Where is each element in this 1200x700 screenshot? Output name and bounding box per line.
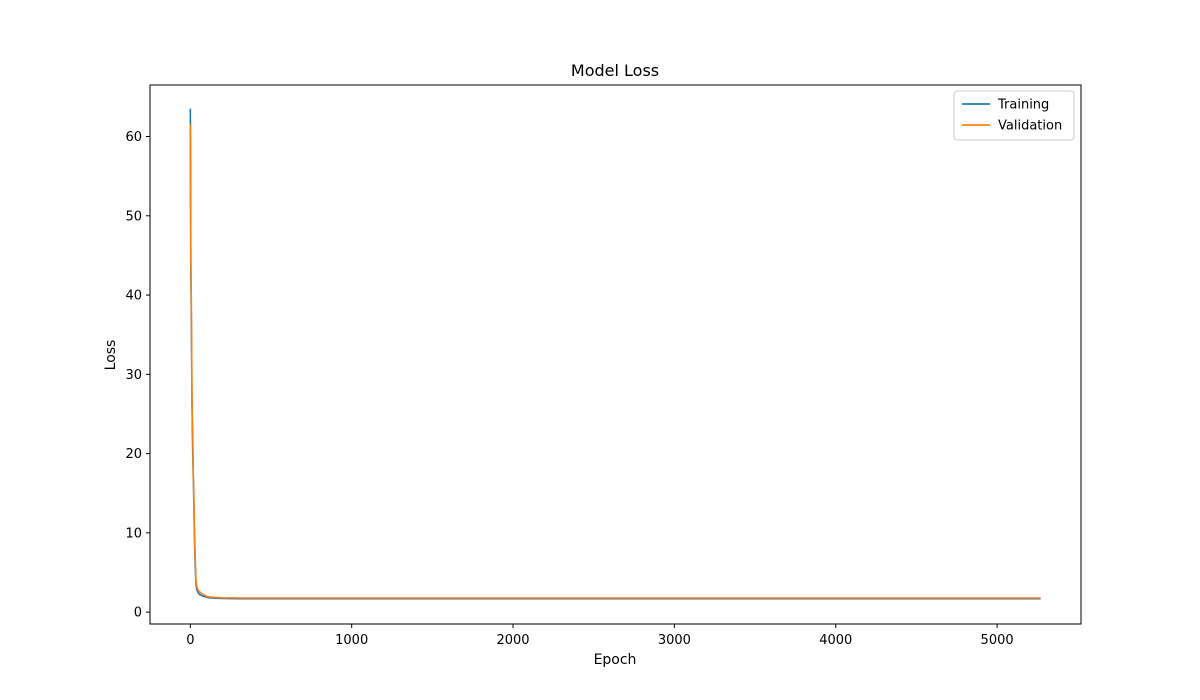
legend-label: Training [997, 98, 1049, 113]
y-tick-label: 30 [125, 368, 142, 383]
x-tick-label: 0 [186, 633, 194, 648]
series-line-training [189, 108, 1041, 600]
x-axis: 0 1000 2000 3000 4000 5000 [186, 624, 1014, 648]
x-tick-label: 4000 [819, 633, 852, 648]
y-axis: 0 10 20 30 40 50 60 [125, 130, 150, 621]
plot-area [149, 84, 1082, 625]
y-tick-label: 10 [125, 526, 142, 541]
chart-title: Model Loss [571, 61, 659, 80]
y-tick-label: 20 [125, 447, 142, 462]
y-axis-label: Loss [103, 340, 119, 371]
legend: Training Validation [953, 90, 1075, 141]
y-tick-label: 50 [125, 209, 142, 224]
legend-label: Validation [998, 119, 1062, 134]
x-tick-label: 1000 [335, 633, 368, 648]
x-tick-label: 2000 [496, 633, 529, 648]
x-tick-label: 5000 [981, 633, 1014, 648]
y-tick-label: 40 [125, 289, 142, 304]
y-tick-label: 60 [125, 130, 142, 145]
x-axis-label: Epoch [594, 652, 637, 668]
series-group [189, 108, 1041, 600]
series-line-validation [189, 124, 1041, 599]
x-tick-label: 3000 [658, 633, 691, 648]
y-tick-label: 0 [134, 606, 142, 621]
